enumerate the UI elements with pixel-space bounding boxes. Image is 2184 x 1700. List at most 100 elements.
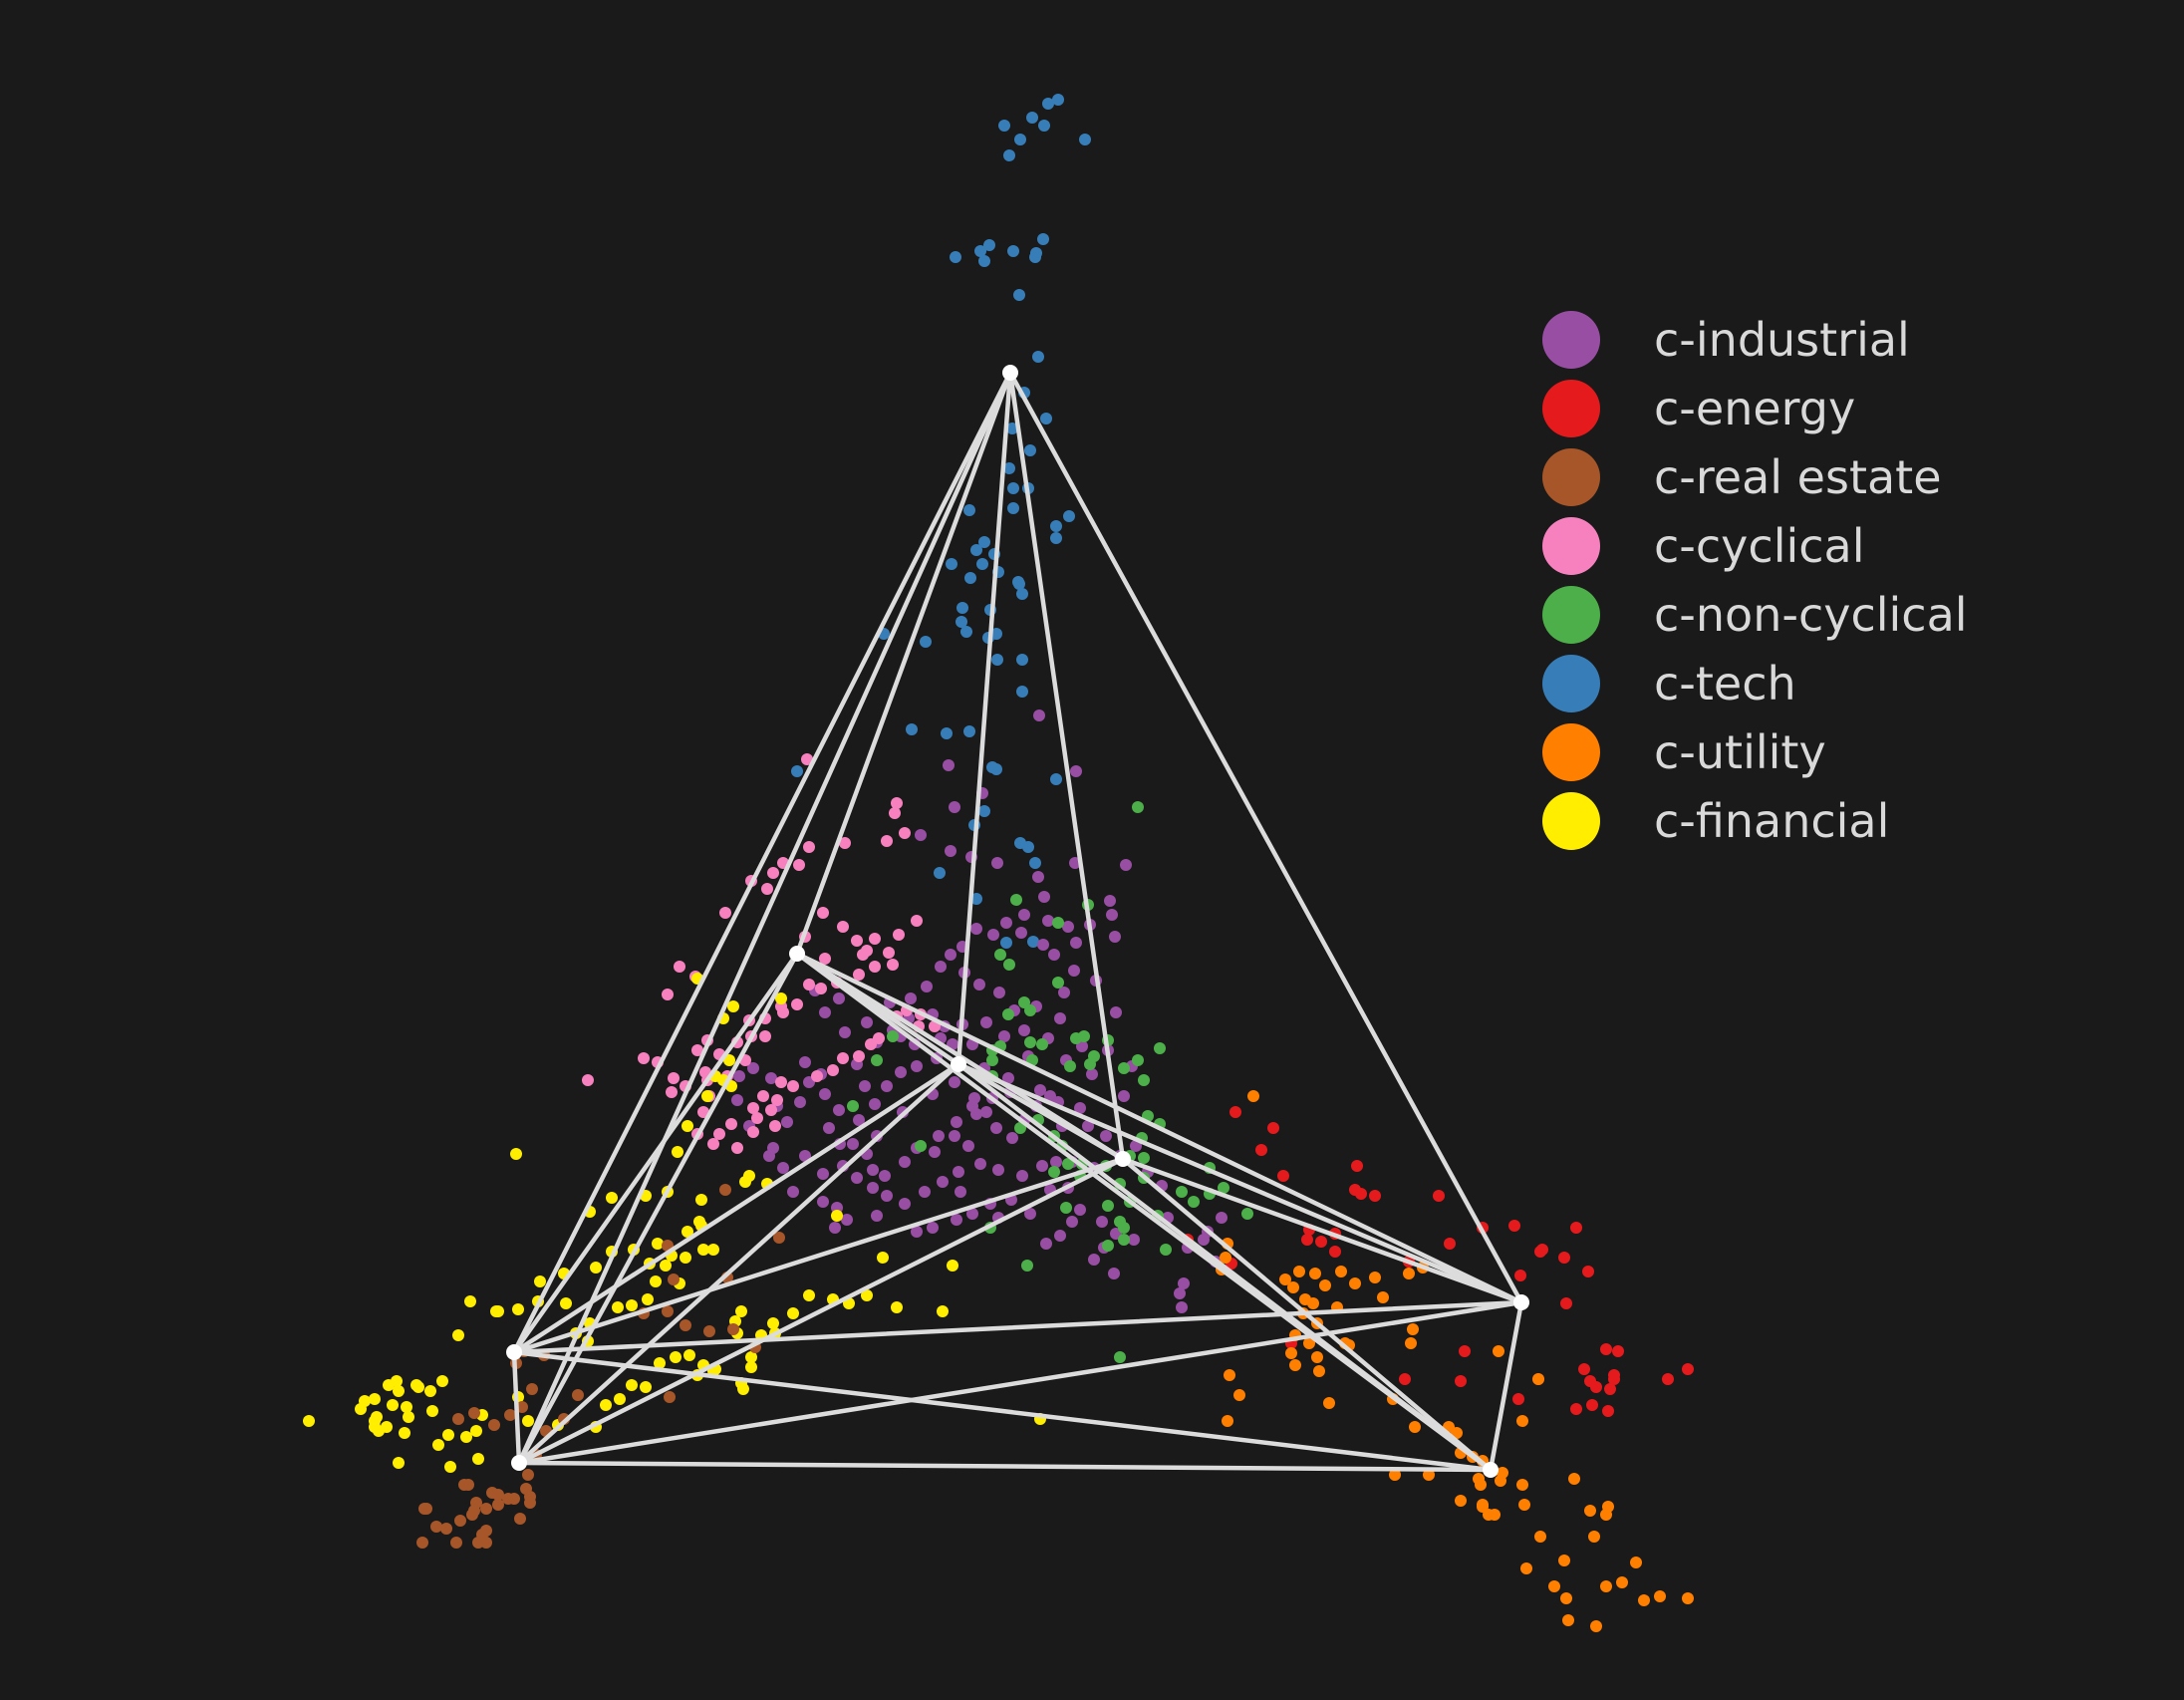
data-point-c-financial: [707, 1244, 719, 1256]
data-point-c-non-cyclical: [1188, 1196, 1200, 1208]
data-point-c-tech: [964, 572, 976, 584]
data-point-c-industrial: [767, 1142, 779, 1154]
legend-swatch: [1542, 722, 1600, 781]
data-point-c-utility: [1518, 1499, 1530, 1511]
data-point-c-energy: [1608, 1369, 1620, 1381]
data-point-c-cyclical: [839, 837, 851, 849]
data-point-c-energy: [1444, 1238, 1456, 1250]
data-point-c-financial: [432, 1439, 444, 1451]
data-point-c-financial: [444, 1461, 456, 1473]
data-point-c-industrial: [905, 992, 917, 1004]
data-point-c-financial: [682, 1226, 693, 1238]
data-point-c-industrial: [951, 1116, 962, 1128]
data-point-c-utility: [1477, 1499, 1489, 1511]
data-point-c-industrial: [823, 1122, 835, 1134]
data-point-c-tech: [1007, 502, 1019, 514]
data-point-c-energy: [1586, 1399, 1598, 1411]
data-point-c-energy: [1329, 1246, 1341, 1258]
data-point-c-utility: [1285, 1347, 1297, 1359]
data-point-c-non-cyclical: [887, 1030, 899, 1042]
data-point-c-tech: [1022, 841, 1034, 853]
data-point-c-cyclical: [771, 1094, 783, 1106]
legend-item-c-energy: c-energy: [1542, 374, 1968, 442]
data-point-c-real-estate: [514, 1513, 526, 1525]
data-point-c-financial: [697, 1244, 709, 1256]
data-point-c-tech: [1038, 120, 1050, 132]
data-point-c-industrial: [1002, 1072, 1014, 1084]
data-point-c-utility: [1224, 1369, 1235, 1381]
data-point-c-cyclical: [747, 1126, 759, 1138]
data-point-c-financial: [682, 1120, 693, 1132]
data-point-c-industrial: [951, 1214, 962, 1226]
graph-edge: [511, 1061, 961, 1355]
data-point-c-non-cyclical: [1084, 1058, 1096, 1070]
data-point-c-non-cyclical: [1024, 1004, 1036, 1016]
data-point-c-energy: [1229, 1106, 1241, 1118]
data-point-c-financial: [626, 1379, 638, 1391]
data-point-c-financial: [510, 1148, 522, 1160]
graph-edge: [511, 1349, 522, 1466]
data-point-c-industrial: [1128, 1234, 1140, 1246]
data-point-c-tech: [970, 544, 982, 556]
data-point-c-cyclical: [827, 1064, 839, 1076]
data-point-c-industrial: [962, 1140, 974, 1152]
data-point-c-cyclical: [815, 983, 827, 994]
data-point-c-financial: [373, 1425, 385, 1437]
data-point-c-industrial: [927, 1222, 939, 1234]
data-point-c-cyclical: [857, 949, 869, 961]
data-point-c-industrial: [1032, 871, 1044, 883]
data-point-c-utility: [1534, 1531, 1546, 1543]
data-point-c-industrial: [973, 979, 985, 991]
legend-item-c-real-estate: c-real estate: [1542, 442, 1968, 511]
data-point-c-utility: [1520, 1562, 1532, 1574]
data-point-c-energy: [1277, 1170, 1289, 1182]
data-point-c-non-cyclical: [1014, 1122, 1026, 1134]
data-point-c-financial: [442, 1429, 454, 1441]
data-point-c-industrial: [991, 857, 1003, 869]
data-point-c-cyclical: [819, 953, 831, 965]
data-point-c-financial: [393, 1457, 405, 1469]
data-point-c-utility: [1516, 1479, 1528, 1491]
data-point-c-financial: [355, 1403, 367, 1415]
data-point-c-utility: [1682, 1592, 1694, 1604]
data-point-c-industrial: [911, 1060, 923, 1072]
data-point-c-cyclical: [666, 1086, 678, 1098]
data-point-c-tech: [991, 654, 1003, 666]
data-point-c-financial: [614, 1393, 626, 1405]
data-point-c-energy: [1255, 1144, 1267, 1156]
data-point-c-tech: [1026, 112, 1038, 124]
data-point-c-industrial: [1082, 1120, 1094, 1132]
graph-edge: [794, 370, 1013, 957]
data-point-c-energy: [1351, 1160, 1363, 1172]
data-point-c-industrial: [1018, 1024, 1030, 1036]
data-point-c-non-cyclical: [1052, 977, 1064, 989]
legend-swatch: [1542, 516, 1600, 575]
data-point-c-industrial: [799, 1056, 811, 1068]
data-point-c-utility: [1222, 1415, 1233, 1427]
data-point-c-cyclical: [761, 883, 773, 895]
data-point-c-financial: [737, 1383, 749, 1395]
data-point-c-cyclical: [837, 921, 849, 933]
data-point-c-cyclical: [638, 1052, 650, 1064]
data-point-c-non-cyclical: [1118, 1222, 1130, 1234]
data-point-c-tech: [1029, 251, 1041, 263]
data-point-c-tech: [976, 558, 988, 570]
data-point-c-industrial: [1033, 709, 1045, 721]
data-point-c-financial: [436, 1375, 448, 1387]
data-point-c-industrial: [794, 1096, 806, 1108]
data-point-c-real-estate: [470, 1497, 482, 1509]
data-point-c-tech: [1014, 134, 1026, 145]
data-point-c-industrial: [833, 1104, 845, 1116]
data-point-c-real-estate: [450, 1537, 462, 1549]
data-point-c-tech: [963, 725, 975, 737]
data-point-c-utility: [1630, 1557, 1642, 1568]
data-point-c-financial: [652, 1238, 664, 1250]
data-point-c-tech: [1016, 588, 1028, 600]
data-point-c-energy: [1433, 1190, 1445, 1202]
data-point-c-non-cyclical: [1062, 1158, 1074, 1170]
data-point-c-cyclical: [775, 1076, 787, 1088]
data-point-c-tech: [963, 504, 975, 516]
data-point-c-utility: [1311, 1351, 1323, 1363]
data-point-c-real-estate: [452, 1413, 464, 1425]
